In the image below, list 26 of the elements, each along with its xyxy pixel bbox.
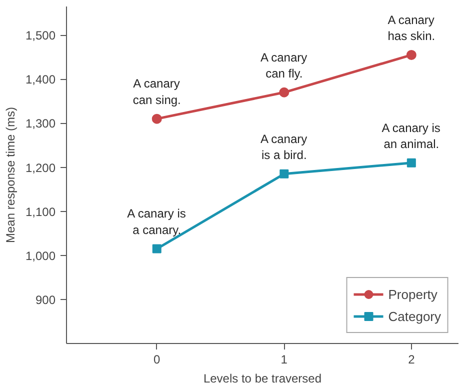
y-tick-label: 1,500 <box>25 28 56 43</box>
legend-label: Property <box>388 286 438 302</box>
point <box>279 87 290 98</box>
x-tick-label: 0 <box>154 352 161 366</box>
point <box>280 169 289 178</box>
y-tick-label: 1,200 <box>25 160 56 175</box>
point <box>406 50 416 60</box>
x-tick-label: 1 <box>280 352 288 366</box>
y-axis-title: Mean response time (ms) <box>3 106 18 244</box>
x-tick-label: 2 <box>408 352 416 366</box>
x-axis-title: Levels to be traversed <box>203 372 322 386</box>
annotation: A canary has skin. <box>388 12 436 43</box>
annotation: A canary can fly. <box>260 50 308 80</box>
y-tick-label: 1,100 <box>25 204 56 219</box>
annotation: A canary is a bird. <box>260 132 308 162</box>
annotation: A canary is a canary. <box>127 206 186 237</box>
annotation: A canary can sing. <box>132 76 181 107</box>
point <box>152 244 162 254</box>
point <box>406 158 416 168</box>
annotation: A canary is an animal. <box>382 120 440 151</box>
y-tick-label: 900 <box>35 292 56 307</box>
y-tick-label: 1,300 <box>25 116 56 131</box>
point <box>152 114 162 124</box>
y-tick-label: 1,400 <box>25 72 56 87</box>
y-tick-label: 1,000 <box>25 248 56 263</box>
legend-label: Category <box>388 308 441 324</box>
